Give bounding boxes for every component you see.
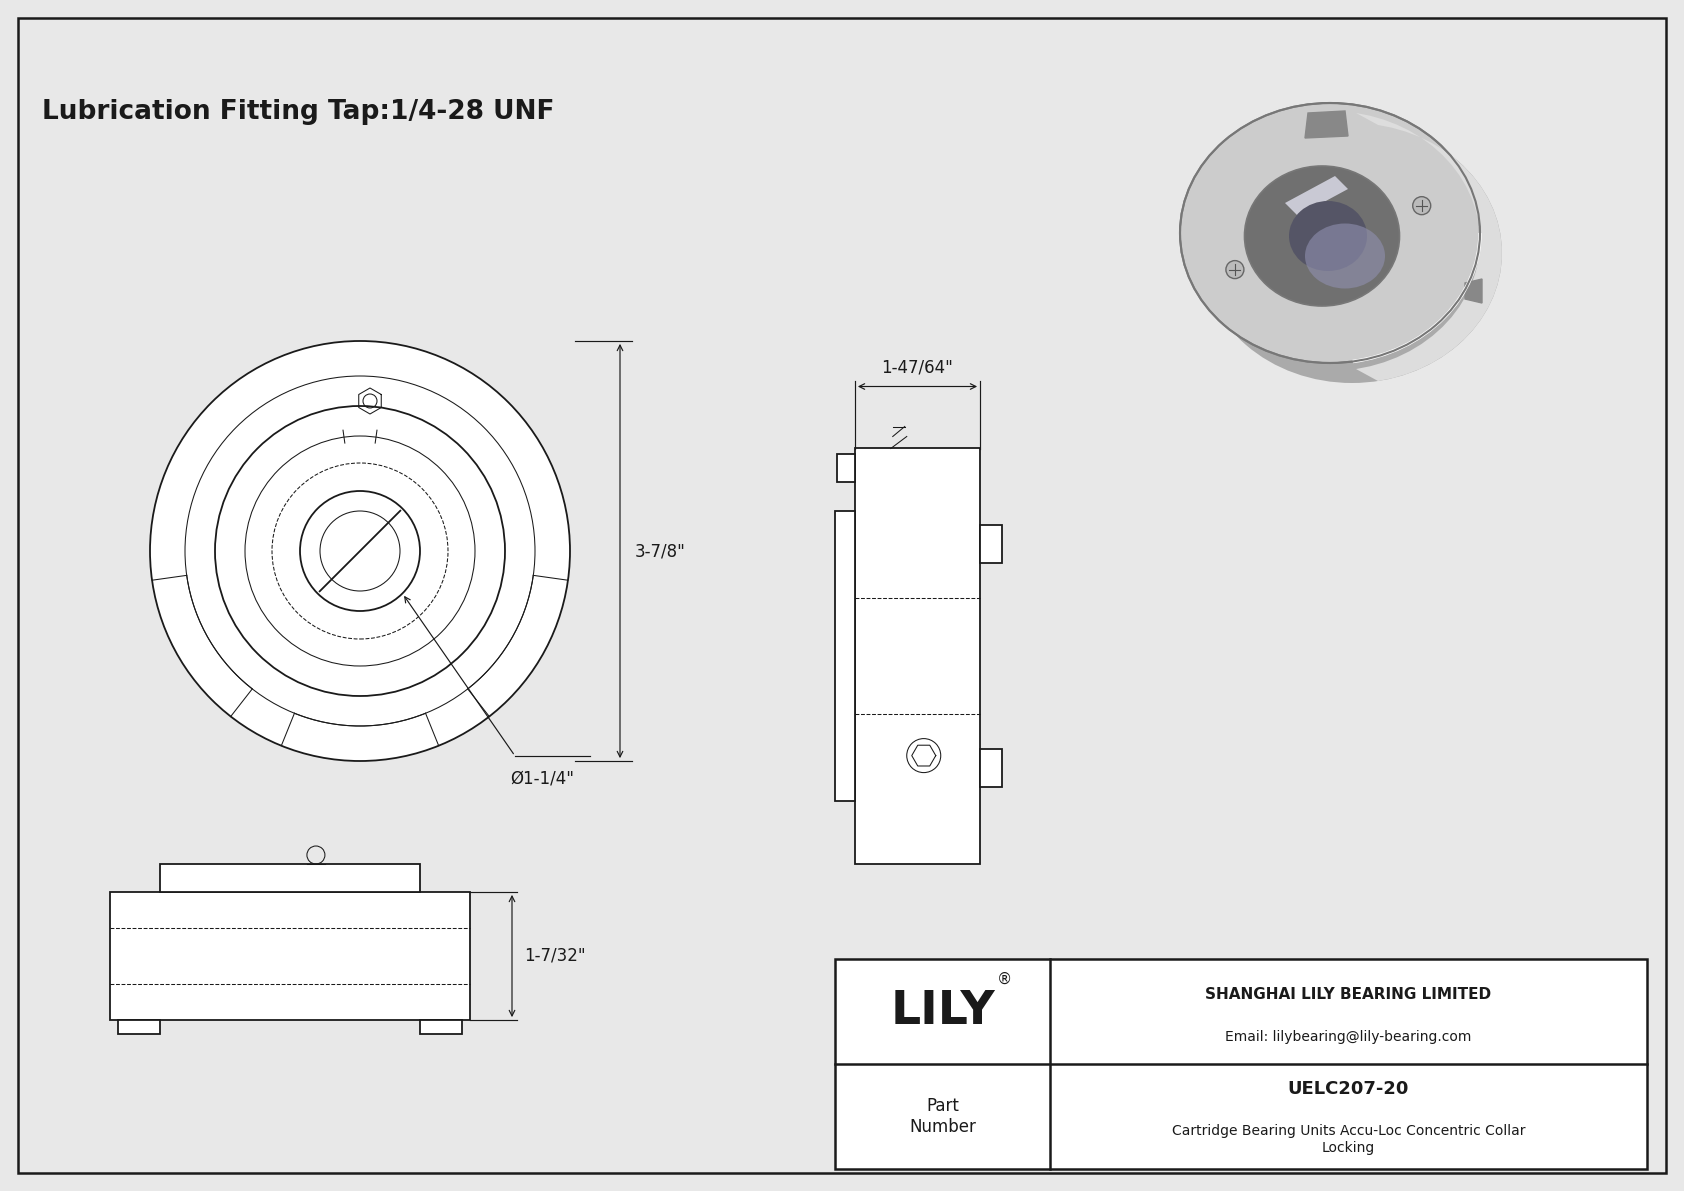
Circle shape xyxy=(150,341,569,761)
Bar xyxy=(980,525,1002,563)
Bar xyxy=(419,1019,461,1034)
Bar xyxy=(118,1019,160,1034)
Polygon shape xyxy=(1305,111,1347,138)
Bar xyxy=(160,863,419,892)
Bar xyxy=(109,892,470,1019)
Ellipse shape xyxy=(1180,102,1480,363)
Bar xyxy=(980,749,1002,787)
Text: UELC207-20: UELC207-20 xyxy=(1288,1080,1410,1098)
Circle shape xyxy=(1226,261,1244,279)
Text: Email: lilybearing@lily-bearing.com: Email: lilybearing@lily-bearing.com xyxy=(1226,1030,1472,1043)
Text: Lubrication Fitting Tap:1/4-28 UNF: Lubrication Fitting Tap:1/4-28 UNF xyxy=(42,99,554,125)
Polygon shape xyxy=(1285,176,1347,216)
Ellipse shape xyxy=(1305,224,1384,288)
Ellipse shape xyxy=(1202,123,1502,384)
Text: 3-7/8": 3-7/8" xyxy=(635,542,685,560)
Bar xyxy=(837,454,855,481)
Text: Ø1-1/4": Ø1-1/4" xyxy=(510,771,574,788)
Text: 1-47/64": 1-47/64" xyxy=(881,358,953,376)
Bar xyxy=(855,449,980,863)
Circle shape xyxy=(1413,197,1431,214)
Bar xyxy=(835,511,855,802)
Ellipse shape xyxy=(1288,201,1367,272)
Text: Part
Number: Part Number xyxy=(909,1097,977,1136)
Text: ®: ® xyxy=(997,972,1012,987)
Bar xyxy=(835,959,1647,1170)
Text: LILY: LILY xyxy=(891,989,995,1034)
Text: 1-7/32": 1-7/32" xyxy=(524,947,586,965)
Text: SHANGHAI LILY BEARING LIMITED: SHANGHAI LILY BEARING LIMITED xyxy=(1206,987,1492,1002)
Polygon shape xyxy=(1465,279,1482,303)
Polygon shape xyxy=(1356,113,1502,381)
Ellipse shape xyxy=(1244,166,1399,306)
Text: Cartridge Bearing Units Accu-Loc Concentric Collar
Locking: Cartridge Bearing Units Accu-Loc Concent… xyxy=(1172,1124,1526,1155)
